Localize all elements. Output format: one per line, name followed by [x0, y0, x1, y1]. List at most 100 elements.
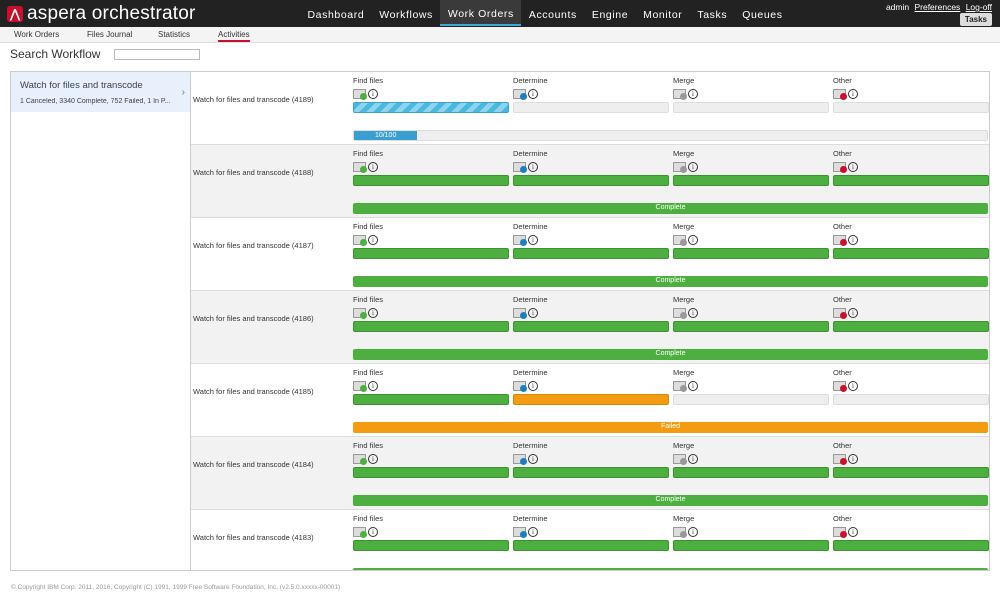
- step-progress-bar: [513, 540, 669, 551]
- step-name: Other: [833, 76, 852, 85]
- overall-status-bar: Complete: [353, 276, 988, 287]
- workflow-title: Watch for files and transcode: [20, 80, 143, 91]
- footer-copyright: © Copyright IBM Corp. 2011, 2016, Copyri…: [11, 584, 341, 591]
- info-icon[interactable]: i: [688, 161, 698, 172]
- step-name: Other: [833, 295, 852, 304]
- info-icon[interactable]: i: [848, 380, 858, 391]
- work-order-label[interactable]: Watch for files and transcode (4187): [193, 241, 314, 250]
- nav-accounts[interactable]: Accounts: [528, 9, 577, 21]
- step-name: Merge: [673, 222, 695, 231]
- step-name: Find files: [353, 514, 384, 523]
- work-order-row[interactable]: Watch for files and transcode (4183) Find…: [191, 510, 989, 570]
- work-order-label[interactable]: Watch for files and transcode (4183): [193, 533, 314, 542]
- main-nav: Dashboard Workflows Work Orders Accounts Eng…: [300, 0, 790, 27]
- step-type-icon: [513, 307, 527, 319]
- tasks-button[interactable]: Tasks: [959, 13, 992, 26]
- step-progress-bar: [353, 540, 509, 551]
- step-name: Find files: [353, 222, 384, 231]
- subnav-files-journal[interactable]: Files Journal: [87, 30, 133, 39]
- nav-work-orders[interactable]: Work Orders: [440, 0, 522, 26]
- step-name: Determine: [513, 295, 548, 304]
- info-icon[interactable]: i: [368, 161, 378, 172]
- preferences-link[interactable]: Preferences: [914, 2, 961, 12]
- info-icon[interactable]: i: [368, 380, 378, 391]
- work-order-row[interactable]: Watch for files and transcode (4184) Find…: [191, 437, 989, 510]
- nav-queues[interactable]: Queues: [742, 9, 783, 21]
- step-progress-bar: [353, 467, 509, 478]
- subnav-work-orders[interactable]: Work Orders: [14, 30, 60, 39]
- step-determine: Determine i: [513, 149, 669, 186]
- work-order-label[interactable]: Watch for files and transcode (4184): [193, 460, 314, 469]
- info-icon[interactable]: i: [688, 234, 698, 245]
- overall-status-bar: [353, 568, 988, 570]
- info-icon[interactable]: i: [528, 88, 538, 99]
- step-status-dot-icon: [360, 92, 367, 100]
- info-icon[interactable]: i: [848, 453, 858, 464]
- step-type-icon: [673, 88, 687, 100]
- work-order-row[interactable]: Watch for files and transcode (4186) Find…: [191, 291, 989, 364]
- step-type-icon: [513, 234, 527, 246]
- step-status-dot-icon: [840, 530, 847, 538]
- nav-dashboard[interactable]: Dashboard: [307, 9, 365, 21]
- work-order-label[interactable]: Watch for files and transcode (4186): [193, 314, 314, 323]
- user-box: admin Preferences Log-off: [886, 2, 992, 12]
- info-icon[interactable]: i: [688, 453, 698, 464]
- info-icon[interactable]: i: [368, 307, 378, 318]
- step-progress-bar: [513, 467, 669, 478]
- info-icon[interactable]: i: [368, 88, 378, 99]
- step-find-files: Find files i: [353, 295, 509, 332]
- step-progress-bar: [833, 394, 989, 405]
- step-progress-bar: [673, 540, 829, 551]
- info-icon[interactable]: i: [688, 307, 698, 318]
- work-order-row[interactable]: Watch for files and transcode (4188) Find…: [191, 145, 989, 218]
- step-status-dot-icon: [680, 238, 687, 246]
- step-icons: i: [353, 379, 509, 392]
- step-icons: i: [513, 306, 669, 319]
- info-icon[interactable]: i: [368, 526, 378, 537]
- step-find-files: Find files i: [353, 76, 509, 113]
- step-status-dot-icon: [680, 457, 687, 465]
- info-icon[interactable]: i: [528, 307, 538, 318]
- step-type-icon: [513, 88, 527, 100]
- subnav-statistics[interactable]: Statistics: [158, 30, 191, 39]
- info-icon[interactable]: i: [848, 161, 858, 172]
- info-icon[interactable]: i: [528, 526, 538, 537]
- step-status-dot-icon: [520, 92, 527, 100]
- step-other: Other i: [833, 222, 989, 259]
- step-name: Other: [833, 441, 852, 450]
- work-order-row[interactable]: Watch for files and transcode (4189) Find…: [191, 72, 989, 145]
- search-workflow-input[interactable]: [114, 48, 201, 60]
- step-icons: i: [513, 452, 669, 465]
- work-order-label[interactable]: Watch for files and transcode (4189): [193, 95, 314, 104]
- info-icon[interactable]: i: [528, 453, 538, 464]
- info-icon[interactable]: i: [368, 234, 378, 245]
- info-icon[interactable]: i: [688, 380, 698, 391]
- info-icon[interactable]: i: [848, 88, 858, 99]
- nav-tasks[interactable]: Tasks: [697, 9, 728, 21]
- info-icon[interactable]: i: [368, 453, 378, 464]
- workflow-summary: 1 Canceled, 3340 Complete, 752 Failed, 1…: [20, 98, 171, 105]
- info-icon[interactable]: i: [848, 526, 858, 537]
- info-icon[interactable]: i: [528, 234, 538, 245]
- info-icon[interactable]: i: [688, 88, 698, 99]
- work-order-row[interactable]: Watch for files and transcode (4185) Find…: [191, 364, 989, 437]
- subnav-activities[interactable]: Activities: [218, 27, 250, 42]
- info-icon[interactable]: i: [688, 526, 698, 537]
- info-icon[interactable]: i: [528, 161, 538, 172]
- workflow-item[interactable]: Watch for files and transcode 1 Canceled…: [11, 72, 190, 112]
- logo[interactable]: ⋀ aspera orchestrator: [7, 4, 196, 23]
- step-icons: i: [513, 379, 669, 392]
- nav-engine[interactable]: Engine: [591, 9, 629, 21]
- work-order-row[interactable]: Watch for files and transcode (4187) Find…: [191, 218, 989, 291]
- logoff-link[interactable]: Log-off: [965, 2, 992, 12]
- nav-monitor[interactable]: Monitor: [643, 9, 683, 21]
- info-icon[interactable]: i: [528, 380, 538, 391]
- step-status-dot-icon: [520, 457, 527, 465]
- info-icon[interactable]: i: [848, 234, 858, 245]
- step-name: Find files: [353, 295, 384, 304]
- work-order-label[interactable]: Watch for files and transcode (4185): [193, 387, 314, 396]
- work-order-label[interactable]: Watch for files and transcode (4188): [193, 168, 314, 177]
- info-icon[interactable]: i: [848, 307, 858, 318]
- aspera-logo-icon: ⋀: [7, 5, 23, 22]
- nav-workflows[interactable]: Workflows: [379, 9, 433, 21]
